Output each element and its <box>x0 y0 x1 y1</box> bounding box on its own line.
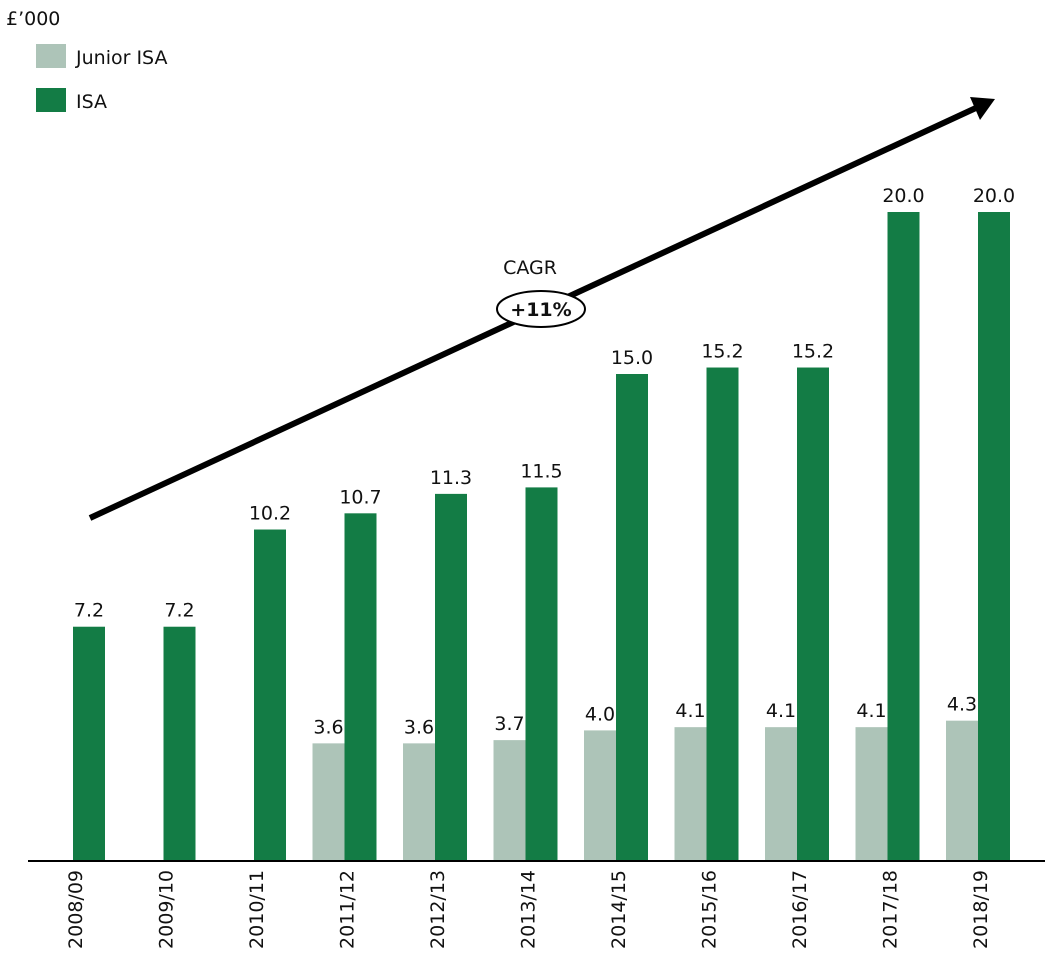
x-tick-label: 2014/15 <box>608 870 630 949</box>
value-label: 7.2 <box>164 600 194 622</box>
value-label: 3.6 <box>313 716 343 738</box>
annotation-bubble <box>496 290 586 328</box>
bar <box>254 529 286 860</box>
bar <box>163 626 196 860</box>
legend-swatch <box>36 88 66 112</box>
value-label: 3.7 <box>494 713 524 735</box>
bar <box>855 727 888 860</box>
bar <box>978 212 1010 860</box>
value-label: 20.0 <box>973 185 1015 207</box>
annotation-value: +11% <box>510 299 571 321</box>
x-tick-label: 2012/13 <box>427 870 449 949</box>
bar <box>616 374 648 860</box>
value-label: 15.2 <box>701 341 743 363</box>
bar <box>674 727 707 860</box>
bar <box>312 743 345 860</box>
bar <box>403 743 435 860</box>
x-tick-label: 2018/19 <box>970 870 992 949</box>
bar <box>765 727 797 860</box>
value-label: 4.1 <box>675 700 705 722</box>
x-tick-label: 2008/09 <box>65 870 87 949</box>
legend-swatch <box>36 44 66 68</box>
x-tick-label: 2016/17 <box>789 870 811 949</box>
x-tick-label: 2011/12 <box>337 870 359 949</box>
bar <box>706 367 739 860</box>
annotation: CAGR <box>503 257 557 279</box>
value-label: 11.5 <box>520 460 562 482</box>
value-label: 20.0 <box>882 185 924 207</box>
x-tick-label: 2010/11 <box>246 870 268 949</box>
x-tick-label: 2013/14 <box>518 870 540 949</box>
value-label: 10.2 <box>249 503 291 525</box>
value-label: 4.0 <box>585 703 615 725</box>
bar <box>946 720 978 860</box>
value-label: 7.2 <box>74 600 104 622</box>
value-label: 10.7 <box>339 486 381 508</box>
value-label: 4.3 <box>947 694 977 716</box>
legend-label: ISA <box>76 91 107 113</box>
bar <box>584 730 616 860</box>
value-label: 4.1 <box>766 700 796 722</box>
value-label: 15.0 <box>611 347 653 369</box>
bar <box>797 367 829 860</box>
bar <box>525 487 558 860</box>
x-tick-label: 2009/10 <box>156 870 178 949</box>
value-label: 15.2 <box>792 341 834 363</box>
x-tick-label: 2015/16 <box>699 870 721 949</box>
arrow-head <box>970 97 995 120</box>
legend-label: Junior ISA <box>75 47 167 69</box>
value-label: 4.1 <box>856 700 886 722</box>
bar <box>493 740 526 860</box>
x-tick-label: 2017/18 <box>880 870 902 949</box>
bar <box>887 212 920 860</box>
bar <box>73 626 105 860</box>
value-label: 3.6 <box>404 716 434 738</box>
bar <box>344 513 377 860</box>
unit-label: £’000 <box>6 8 60 30</box>
value-label: 11.3 <box>430 467 472 489</box>
bar <box>435 493 467 860</box>
